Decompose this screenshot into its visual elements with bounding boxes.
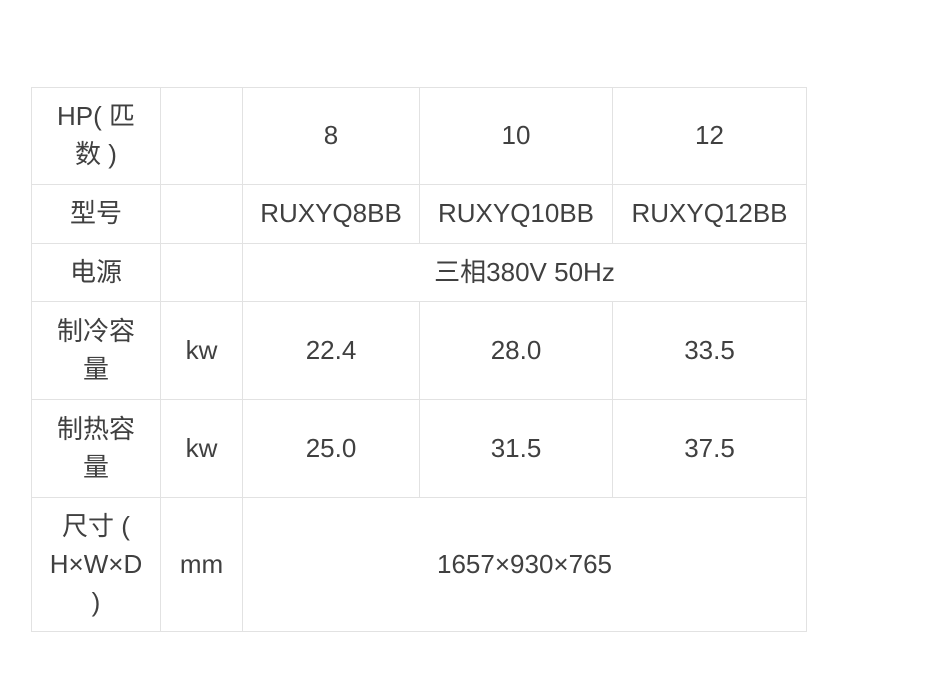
value-cell-cooling-1: 22.4: [242, 301, 420, 401]
value-cell-heating-1: 25.0: [242, 399, 420, 499]
row-label-heating-capacity: 制热容 量: [31, 399, 161, 499]
table-row-hp: HP( 匹 数 ) 8 10 12: [31, 87, 807, 185]
row-label-model: 型号: [31, 184, 161, 244]
value-cell-hp-1: 8: [242, 87, 420, 185]
value-cell-model-2: RUXYQ10BB: [419, 184, 613, 244]
table-row-heating-capacity: 制热容 量 kw 25.0 31.5 37.5: [31, 399, 807, 499]
value-cell-model-1: RUXYQ8BB: [242, 184, 420, 244]
value-cell-heating-2: 31.5: [419, 399, 613, 499]
unit-cell-power: [160, 242, 243, 303]
unit-cell-dimensions: mm: [160, 497, 243, 633]
table-row-cooling-capacity: 制冷容 量 kw 22.4 28.0 33.5: [31, 301, 807, 401]
unit-cell-cooling-capacity: kw: [160, 301, 243, 401]
unit-cell-heating-capacity: kw: [160, 399, 243, 499]
table-row-model: 型号 RUXYQ8BB RUXYQ10BB RUXYQ12BB: [31, 184, 807, 244]
value-cell-cooling-2: 28.0: [419, 301, 613, 401]
row-label-cooling-capacity: 制冷容 量: [31, 301, 161, 401]
value-cell-hp-2: 10: [419, 87, 613, 185]
unit-cell-hp: [160, 87, 243, 185]
table-row-dimensions: 尺寸 ( H×W×D ) mm 1657×930×765: [31, 497, 807, 633]
product-spec-table: HP( 匹 数 ) 8 10 12 型号 RUXYQ8BB RUXYQ10BB …: [31, 87, 807, 633]
row-label-dimensions: 尺寸 ( H×W×D ): [31, 497, 161, 633]
unit-cell-model: [160, 184, 243, 244]
value-cell-model-3: RUXYQ12BB: [612, 184, 807, 244]
value-cell-dimensions-merged: 1657×930×765: [242, 497, 807, 633]
value-cell-heating-3: 37.5: [612, 399, 807, 499]
row-label-power: 电源: [31, 242, 161, 303]
row-label-hp: HP( 匹 数 ): [31, 87, 161, 185]
value-cell-hp-3: 12: [612, 87, 807, 185]
value-cell-power-merged: 三相380V 50Hz: [242, 242, 807, 303]
value-cell-cooling-3: 33.5: [612, 301, 807, 401]
table-row-power: 电源 三相380V 50Hz: [31, 242, 807, 303]
